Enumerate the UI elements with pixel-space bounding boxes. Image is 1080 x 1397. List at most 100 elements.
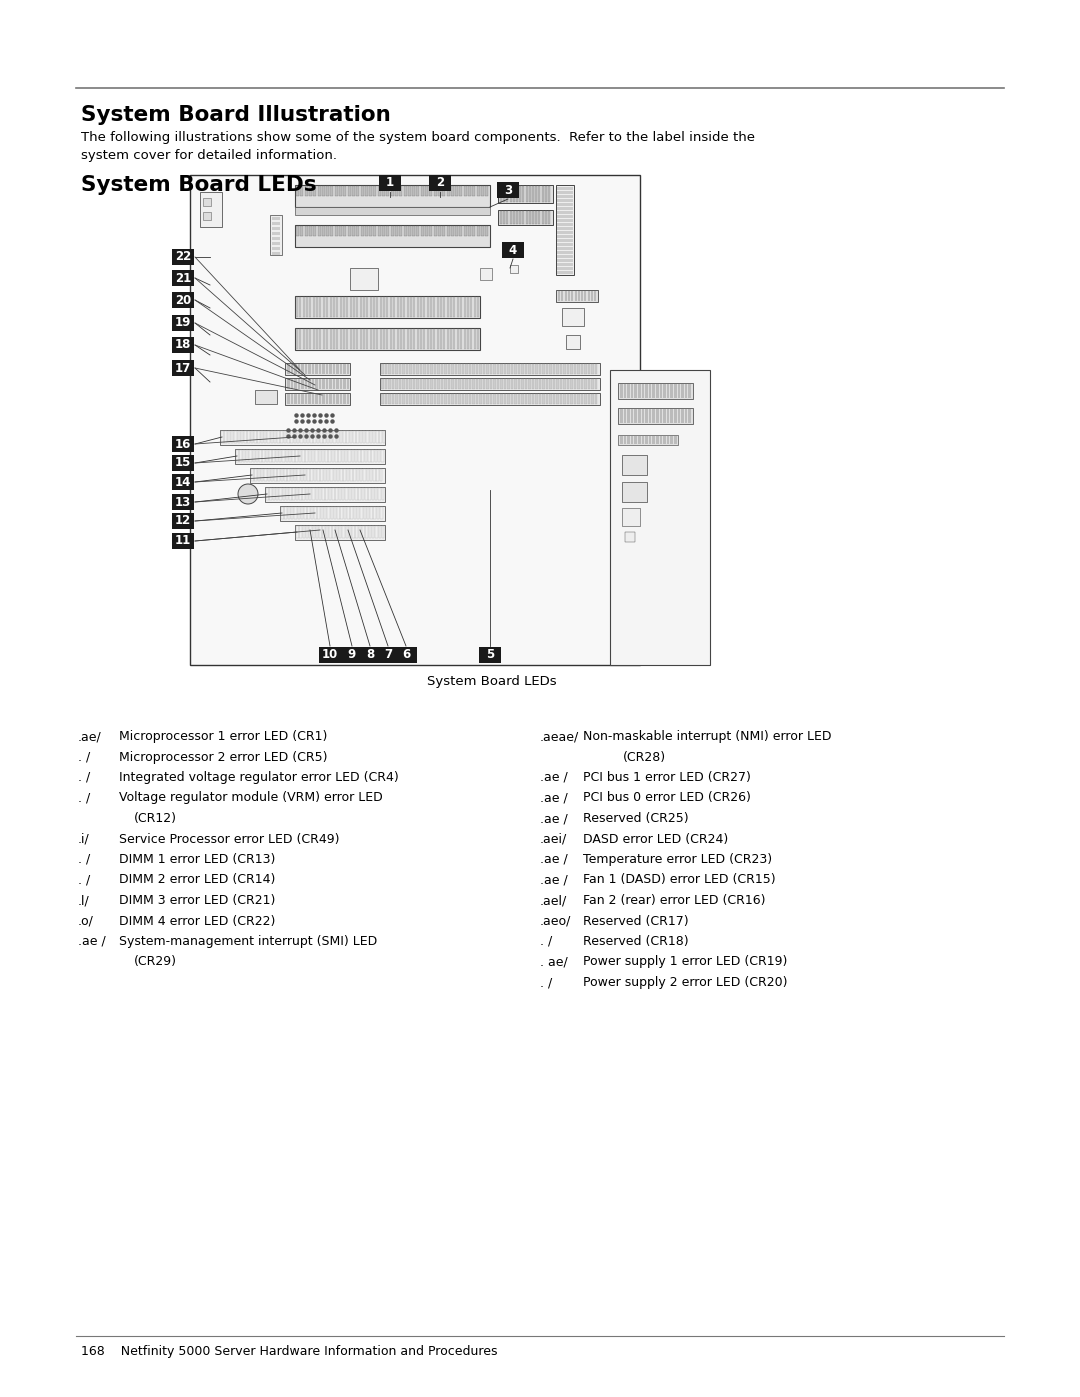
Bar [339,527,341,538]
Bar [377,469,379,481]
Bar [259,450,261,462]
Bar [369,469,373,481]
Bar [542,394,544,404]
Text: The following illustrations show some of the system board components.  Refer to : The following illustrations show some of… [81,131,755,162]
Bar [305,186,308,196]
Bar [427,330,429,349]
Bar [334,469,336,481]
Bar [343,432,346,443]
Bar [510,265,518,272]
Bar [406,298,408,317]
Bar [384,379,387,388]
Bar [557,187,573,190]
Bar [663,436,665,444]
Bar [674,384,676,398]
Bar [618,383,693,400]
Bar [444,330,445,349]
Bar [243,450,245,462]
Bar [313,469,316,481]
Bar [391,365,394,374]
Bar [325,488,328,500]
Bar [318,226,321,236]
Bar [319,647,341,664]
Bar [450,298,453,317]
Bar [460,298,462,317]
Bar [477,298,478,317]
Bar [347,379,349,388]
Bar [423,298,426,317]
Bar [532,186,534,203]
Bar [417,330,419,349]
Bar [231,432,233,443]
Bar [581,365,583,374]
Text: DIMM 4 error LED (CR22): DIMM 4 error LED (CR22) [119,915,275,928]
Text: 18: 18 [175,338,191,352]
Bar [455,365,457,374]
Bar [349,488,351,500]
Bar [377,330,378,349]
Bar [511,365,513,374]
Bar [531,394,534,404]
Bar [221,432,224,443]
Bar [417,298,419,317]
Bar [329,298,332,317]
Bar [497,379,499,388]
Bar [350,469,352,481]
Bar [356,507,360,520]
Bar [309,330,311,349]
Bar [257,432,260,443]
Bar [634,409,637,423]
Bar [311,507,313,520]
Bar [272,237,280,240]
Bar [382,432,386,443]
Bar [557,207,573,210]
Bar [172,455,194,471]
Bar [300,469,303,481]
Bar [294,469,296,481]
Text: .aei/: .aei/ [540,833,567,845]
Bar [463,226,467,236]
Bar [405,365,408,374]
Bar [549,365,552,374]
Bar [570,379,572,388]
Bar [565,291,567,300]
Bar [631,409,633,423]
Bar [333,379,335,388]
Bar [528,379,530,388]
Bar [480,647,501,664]
Bar [620,436,622,444]
Bar [355,527,357,538]
Bar [553,379,555,388]
Bar [562,291,564,300]
Bar [536,211,537,224]
Bar [525,379,527,388]
Bar [553,365,555,374]
Bar [433,298,435,317]
Bar [305,365,307,374]
Bar [556,379,558,388]
Bar [348,450,351,462]
Bar [339,186,342,196]
Bar [365,527,368,538]
Bar [469,379,471,388]
Bar [326,527,328,538]
Bar [366,298,368,317]
Text: 22: 22 [175,250,191,264]
Bar [380,330,381,349]
Bar [366,432,368,443]
Bar [594,394,597,404]
Bar [391,186,393,196]
Text: Non-maskable interrupt (NMI) error LED: Non-maskable interrupt (NMI) error LED [583,731,832,743]
Bar [319,379,321,388]
Text: DIMM 1 error LED (CR13): DIMM 1 error LED (CR13) [119,854,275,866]
Bar [544,211,546,224]
Bar [503,394,507,404]
Bar [387,186,389,196]
Text: DIMM 2 error LED (CR14): DIMM 2 error LED (CR14) [119,873,275,887]
Text: 11: 11 [175,535,191,548]
Bar [503,379,507,388]
Bar [309,226,312,236]
Bar [485,226,488,236]
Bar [660,384,662,398]
Circle shape [238,483,258,504]
